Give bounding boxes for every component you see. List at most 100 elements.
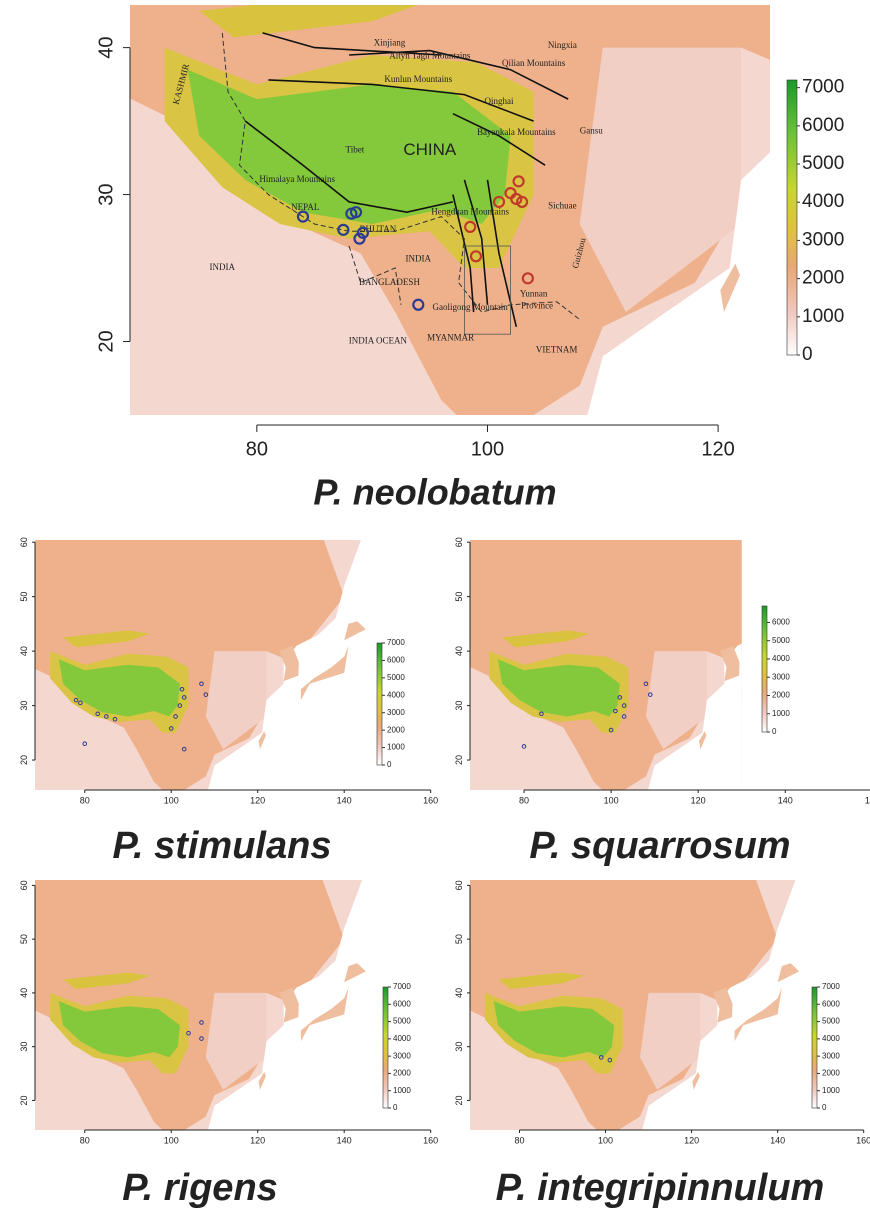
map-label: Tibet: [346, 145, 365, 155]
map-label: Bayankala Mountains: [477, 127, 556, 137]
colorbar-label: 0: [387, 760, 392, 769]
colorbar-label: 5000: [772, 636, 790, 645]
colorbar-label: 1000: [387, 743, 405, 752]
y-tick-label: 60: [19, 880, 29, 890]
y-tick-label: 40: [454, 988, 464, 998]
colorbar-label: 0: [802, 344, 813, 365]
terrain: [433, 859, 870, 1155]
colorbar-label: 7000: [802, 77, 844, 98]
colorbar-label: 2000: [772, 691, 790, 700]
colorbar-label: 1000: [772, 709, 790, 718]
y-tick-label: 40: [95, 36, 117, 58]
colorbar-label: 4000: [393, 1034, 411, 1043]
colorbar-label: 3000: [387, 708, 405, 717]
map-label: Yunnan: [520, 289, 548, 299]
colorbar-label: 0: [772, 727, 777, 736]
colorbar-label: 0: [393, 1103, 398, 1112]
colorbar-label: 3000: [822, 1051, 840, 1060]
colorbar-label: 7000: [822, 982, 840, 991]
colorbar-label: 6000: [822, 999, 840, 1008]
map-label: Altyn Tagh Mountains: [389, 50, 471, 60]
x-tick-label: 120: [701, 438, 734, 460]
y-tick-label: 30: [19, 1042, 29, 1052]
colorbar-label: 2000: [393, 1069, 411, 1078]
panel-title: P. squarrosum: [529, 825, 790, 867]
x-tick-label: 80: [80, 1135, 90, 1145]
x-tick-label: 140: [337, 795, 352, 805]
y-tick-label: 30: [95, 183, 117, 205]
colorbar: [377, 643, 382, 765]
x-tick-label: 120: [691, 795, 706, 805]
colorbar-label: 4000: [772, 654, 790, 663]
y-tick-label: 30: [454, 1042, 464, 1052]
y-tick-label: 20: [454, 755, 464, 765]
colorbar-label: 2000: [802, 268, 844, 289]
colorbar-label: 2000: [822, 1069, 840, 1078]
map-label: INDIA OCEAN: [349, 336, 408, 346]
colorbar-label: 3000: [393, 1051, 411, 1060]
colorbar-label: 1000: [822, 1086, 840, 1095]
x-tick-label: 80: [246, 438, 268, 460]
colorbar-label: 3000: [772, 672, 790, 681]
map-label: INDIA: [406, 253, 432, 263]
x-tick-label: 120: [684, 1135, 699, 1145]
map-label: Qilian Mountains: [502, 58, 566, 68]
x-tick-label: 80: [80, 795, 90, 805]
colorbar-label: 1000: [802, 306, 844, 327]
y-tick-label: 50: [19, 934, 29, 944]
y-tick-label: 20: [95, 330, 117, 352]
x-tick-label: 100: [471, 438, 504, 460]
colorbar-label: 6000: [772, 618, 790, 627]
x-tick-label: 140: [770, 1135, 785, 1145]
y-tick-label: 60: [454, 537, 464, 547]
map-label: MYANMAR: [427, 333, 474, 343]
map-label: Province: [521, 300, 553, 310]
x-tick-label: 140: [778, 795, 793, 805]
colorbar-label: 6000: [393, 999, 411, 1008]
x-tick-label: 100: [164, 795, 179, 805]
y-tick-label: 40: [19, 988, 29, 998]
colorbar-label: 7000: [393, 982, 411, 991]
y-tick-label: 40: [19, 646, 29, 656]
map-label: Ningxia: [548, 40, 577, 50]
y-tick-label: 30: [454, 701, 464, 711]
map-label: CHINA: [403, 140, 457, 159]
x-tick-label: 120: [250, 795, 265, 805]
colorbar-label: 7000: [387, 638, 405, 647]
colorbar-label: 6000: [802, 115, 844, 136]
colorbar-label: 3000: [802, 229, 844, 250]
colorbar-label: 4000: [802, 191, 844, 212]
y-tick-label: 60: [454, 880, 464, 890]
x-tick-label: 160: [865, 795, 870, 805]
y-tick-label: 20: [19, 1095, 29, 1105]
map-label: VIETNAM: [536, 344, 578, 354]
colorbar-label: 0: [822, 1103, 827, 1112]
panel-title: P. stimulans: [113, 825, 332, 867]
x-tick-label: 100: [604, 795, 619, 805]
x-tick-label: 120: [250, 1135, 265, 1145]
y-tick-label: 20: [19, 755, 29, 765]
y-tick-label: 40: [454, 646, 464, 656]
y-tick-label: 60: [19, 537, 29, 547]
x-tick-label: 80: [514, 1135, 524, 1145]
map-label: Sichuae: [548, 200, 577, 210]
terrain: [437, 515, 870, 815]
panel-title: P. integripinnulum: [496, 1167, 825, 1209]
map-label: BANGLADESH: [359, 277, 421, 287]
map-label: Gaoligong Mountain: [433, 302, 509, 312]
map-label: Kunlun Mountains: [384, 74, 452, 84]
y-tick-label: 30: [19, 701, 29, 711]
map-panel: 8010012014016020304050600100020003000400…: [0, 515, 474, 867]
x-tick-label: 160: [423, 1135, 438, 1145]
colorbar-label: 5000: [387, 673, 405, 682]
colorbar-label: 5000: [393, 1017, 411, 1026]
figure: 80100120203040XinjiangAltyn Tagh Mountai…: [0, 0, 870, 1215]
colorbar: [812, 987, 817, 1108]
map-label: NEPAL: [291, 202, 319, 212]
map-panel: 8010012014016020304050600100020003000400…: [437, 515, 870, 867]
colorbar-label: 2000: [387, 725, 405, 734]
x-tick-label: 100: [164, 1135, 179, 1145]
colorbar: [787, 80, 797, 355]
